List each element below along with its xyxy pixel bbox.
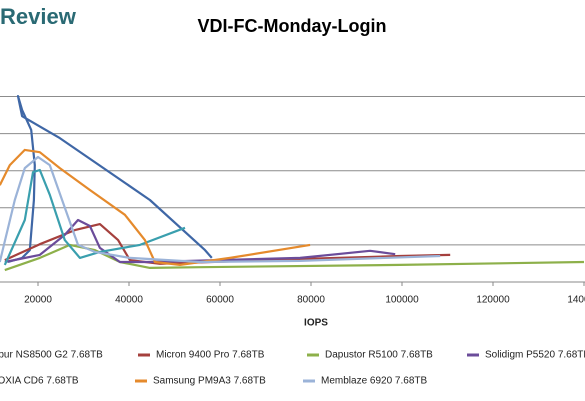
series-line <box>3 168 186 266</box>
logo: Review <box>0 4 77 29</box>
legend-label: Solidigm P5520 7.68TB <box>485 350 585 361</box>
x-tick-label: 140000 <box>567 295 585 306</box>
series-line <box>7 95 213 264</box>
x-tick-label: 80000 <box>297 295 325 306</box>
x-tick-label: 40000 <box>115 295 143 306</box>
series-line <box>0 148 311 266</box>
legend-label: Memblaze 6920 7.68TB <box>321 376 428 387</box>
x-tick-label: 60000 <box>206 295 234 306</box>
series-line <box>4 223 451 265</box>
chart-title: VDI-FC-Monday-Login <box>198 16 387 36</box>
series-line <box>0 155 441 264</box>
legend-label: KIOXIA CD6 7.68TB <box>0 376 79 387</box>
x-tick-label: 100000 <box>385 295 419 306</box>
x-tick-label: 120000 <box>476 295 510 306</box>
x-axis-label: IOPS <box>304 318 328 329</box>
x-tick-label: 20000 <box>24 295 52 306</box>
legend-label: Samsung PM9A3 7.68TB <box>153 376 266 387</box>
series-line <box>4 218 396 264</box>
legend-label: Micron 9400 Pro 7.68TB <box>156 350 265 361</box>
legend-label: Dapustor R5100 7.68TB <box>325 350 433 361</box>
legend-label: Inspur NS8500 G2 7.68TB <box>0 350 103 361</box>
